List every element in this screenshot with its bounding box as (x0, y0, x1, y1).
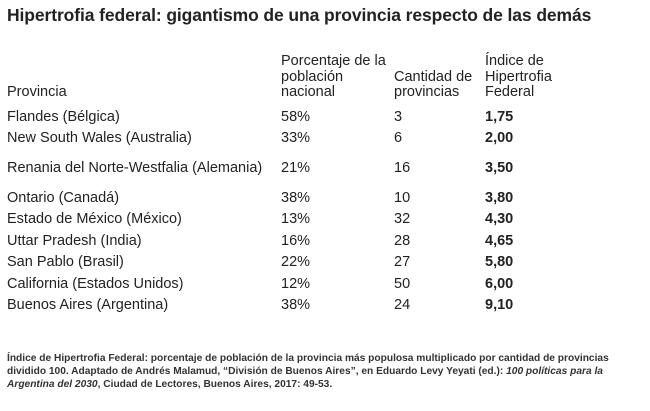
cell-provincia: San Pablo (Brasil) (7, 254, 124, 270)
header-porcentaje: Porcentaje de la población nacional (281, 53, 386, 100)
table-row: Flandes (Bélgica) 58% 3 1,75 (7, 107, 605, 129)
cell-porcentaje: 16% (281, 232, 311, 249)
note-book-title: 100 políticas para la Argentina del 2030 (7, 366, 603, 390)
cell-indice: 3,50 (485, 159, 514, 176)
cell-cantidad: 3 (394, 108, 403, 125)
table-row: Uttar Pradesh (India) 16% 28 4,65 (7, 231, 605, 253)
cell-provincia: Estado de México (México) (7, 211, 182, 227)
cell-indice: 3,80 (485, 189, 514, 206)
table-row: San Pablo (Brasil) 22% 27 5,80 (7, 252, 605, 274)
cell-indice: 5,80 (485, 254, 514, 270)
table-row: Buenos Aires (Argentina) 38% 24 9,10 (7, 295, 605, 317)
cell-provincia: New South Wales (Australia) (7, 130, 192, 146)
cell-cantidad: 24 (394, 297, 411, 313)
cell-cantidad: 50 (394, 275, 411, 292)
note-main-text: Índice de Hipertrofia Federal: porcentaj… (7, 353, 609, 377)
cell-cantidad: 27 (394, 254, 411, 270)
table-row: New South Wales (Australia) 33% 6 2,00 (7, 128, 605, 150)
note-end-text: , Ciudad de Lectores, Buenos Aires, 2017… (97, 379, 333, 390)
table-row: Estado de México (México) 13% 32 4,30 (7, 209, 605, 231)
cell-provincia: Ontario (Canadá) (7, 189, 120, 206)
cell-provincia: Uttar Pradesh (India) (7, 232, 142, 249)
cell-indice: 6,00 (485, 275, 514, 292)
table-row: Renania del Norte-Westfalia (Alemania) 2… (7, 150, 605, 188)
header-provincia: Provincia (7, 84, 67, 100)
page-title: Hipertrofia federal: gigantismo de una p… (7, 5, 592, 25)
cell-provincia: Renania del Norte-Westfalia (Alemania) (7, 159, 263, 176)
header-cantidad: Cantidad de provincias (394, 68, 473, 100)
cell-cantidad: 28 (394, 232, 411, 249)
cell-porcentaje: 38% (281, 189, 311, 206)
source-note: Índice de Hipertrofia Federal: porcentaj… (7, 352, 647, 391)
table-row: California (Estados Unidos) 12% 50 6,00 (7, 274, 605, 296)
cell-cantidad: 6 (394, 130, 403, 146)
cell-porcentaje: 33% (281, 130, 311, 146)
cell-indice: 4,65 (485, 232, 514, 249)
cell-cantidad: 10 (394, 189, 411, 206)
cell-porcentaje: 58% (281, 108, 311, 125)
cell-cantidad: 32 (394, 211, 411, 227)
cell-indice: 1,75 (485, 108, 514, 125)
cell-provincia: California (Estados Unidos) (7, 275, 184, 292)
cell-indice: 4,30 (485, 211, 514, 227)
cell-cantidad: 16 (394, 159, 411, 176)
table-header-row: Provincia Porcentaje de la población nac… (7, 53, 605, 107)
cell-indice: 2,00 (485, 130, 514, 146)
cell-porcentaje: 21% (281, 159, 311, 176)
hipertrofia-table: Provincia Porcentaje de la población nac… (7, 53, 605, 317)
cell-porcentaje: 38% (281, 297, 311, 313)
cell-porcentaje: 22% (281, 254, 311, 270)
cell-porcentaje: 12% (281, 275, 311, 292)
table-row: Ontario (Canadá) 38% 10 3,80 (7, 188, 605, 210)
cell-provincia: Buenos Aires (Argentina) (7, 297, 169, 313)
cell-porcentaje: 13% (281, 211, 311, 227)
cell-indice: 9,10 (485, 297, 514, 313)
cell-provincia: Flandes (Bélgica) (7, 108, 120, 125)
header-indice: Índice de Hipertrofia Federal (485, 53, 552, 100)
